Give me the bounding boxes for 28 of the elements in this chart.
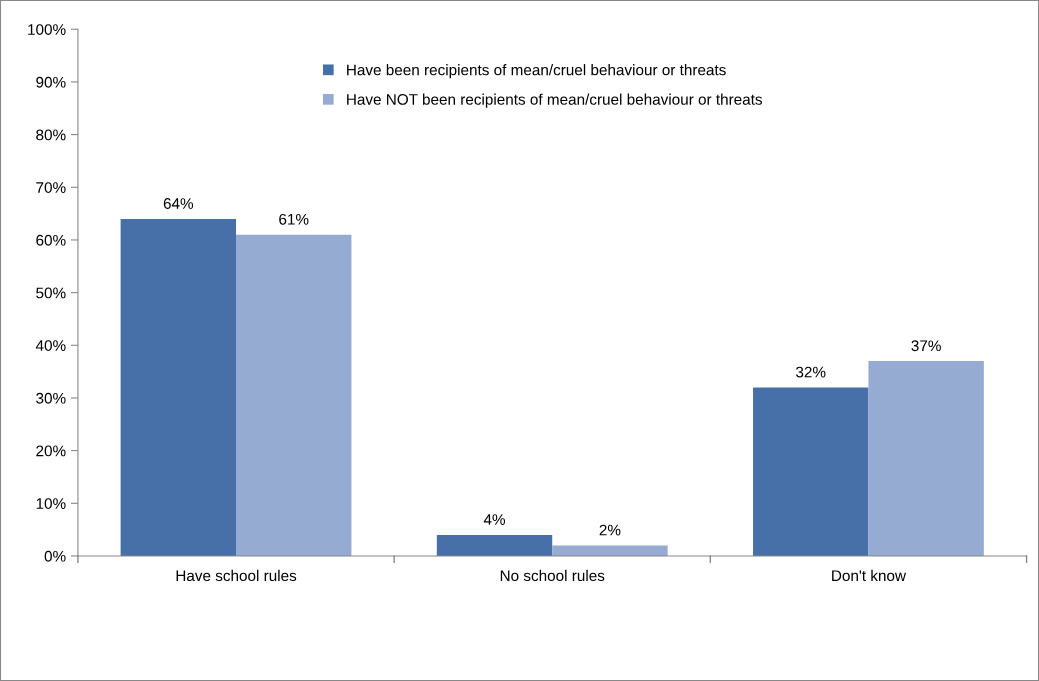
y-tick-label: 60% bbox=[36, 234, 66, 246]
x-tick-label: No school rules bbox=[500, 569, 605, 582]
y-tick-label: 80% bbox=[36, 129, 66, 141]
y-tick-label: 40% bbox=[35, 340, 66, 351]
y-tick-label: 20% bbox=[36, 445, 66, 457]
y-tick-label: 10% bbox=[36, 498, 66, 509]
x-tick-label: Have school rules bbox=[176, 569, 297, 582]
bar bbox=[552, 545, 668, 556]
y-tick-label: 90% bbox=[36, 76, 66, 88]
y-tick-label: 50% bbox=[36, 287, 66, 299]
data-label: 37% bbox=[911, 340, 941, 352]
y-tick-label: 30% bbox=[36, 392, 66, 404]
bar bbox=[753, 387, 869, 556]
legend-label: Have been recipients of mean/cruel behaviour or threats bbox=[347, 64, 726, 79]
bar bbox=[120, 218, 237, 556]
data-label: 32% bbox=[796, 366, 826, 378]
data-label: 61% bbox=[279, 213, 309, 225]
bar bbox=[868, 361, 984, 556]
bar bbox=[236, 234, 352, 556]
data-label: 64% bbox=[163, 198, 194, 209]
y-tick-label: 0% bbox=[44, 550, 66, 562]
data-label: 4% bbox=[483, 514, 506, 525]
data-label: 2% bbox=[599, 524, 621, 536]
legend-label: Have NOT been recipients of mean/cruel behaviour or threats bbox=[347, 93, 763, 108]
y-tick-label: 70% bbox=[36, 182, 66, 193]
x-tick-label: Don't know bbox=[832, 569, 907, 582]
bar bbox=[436, 534, 553, 556]
y-tick-label: 100% bbox=[28, 24, 66, 35]
